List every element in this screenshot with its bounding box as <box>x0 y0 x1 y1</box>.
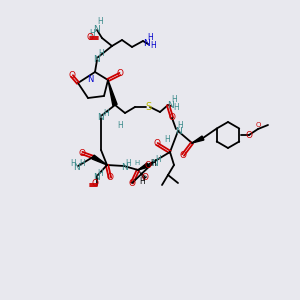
Text: S: S <box>145 102 151 112</box>
Text: H: H <box>150 158 156 167</box>
Text: O: O <box>245 130 253 140</box>
Text: H: H <box>173 103 179 112</box>
Polygon shape <box>192 136 204 143</box>
Polygon shape <box>108 80 117 106</box>
Text: H: H <box>98 50 104 58</box>
Text: O: O <box>255 122 261 128</box>
Text: O: O <box>145 160 152 169</box>
Text: H: H <box>89 29 95 38</box>
Text: O: O <box>68 70 76 80</box>
Text: H: H <box>139 178 145 187</box>
Text: N: N <box>94 173 100 182</box>
Polygon shape <box>92 155 107 165</box>
Text: H: H <box>70 158 76 167</box>
Text: N: N <box>152 158 158 167</box>
Text: H: H <box>155 154 161 164</box>
Text: O: O <box>179 151 187 160</box>
Text: N: N <box>87 76 93 85</box>
Text: H: H <box>117 122 123 130</box>
Text: O: O <box>79 148 86 158</box>
Text: N: N <box>175 127 182 136</box>
Text: O: O <box>116 70 124 79</box>
Text: N: N <box>94 26 100 34</box>
Text: O: O <box>142 173 148 182</box>
Text: H: H <box>79 158 85 167</box>
Text: H: H <box>150 41 156 50</box>
Text: H: H <box>164 136 170 145</box>
Text: H: H <box>97 169 103 178</box>
Text: N: N <box>121 164 128 172</box>
Text: N: N <box>167 101 173 110</box>
Text: N: N <box>144 40 150 49</box>
Text: O: O <box>86 34 94 43</box>
Polygon shape <box>138 163 149 170</box>
Text: H: H <box>103 109 109 118</box>
Text: H: H <box>134 160 140 166</box>
Text: H: H <box>147 34 153 43</box>
Text: N: N <box>98 113 104 122</box>
Text: N: N <box>94 56 100 64</box>
Text: O: O <box>169 113 176 122</box>
Text: O: O <box>106 173 113 182</box>
Text: H: H <box>125 158 131 167</box>
Text: H: H <box>171 95 177 104</box>
Text: H: H <box>177 122 183 130</box>
Text: O: O <box>92 178 98 188</box>
Text: H: H <box>97 17 103 26</box>
Text: O: O <box>154 140 160 148</box>
Text: O: O <box>128 178 136 188</box>
Text: N: N <box>74 164 80 172</box>
